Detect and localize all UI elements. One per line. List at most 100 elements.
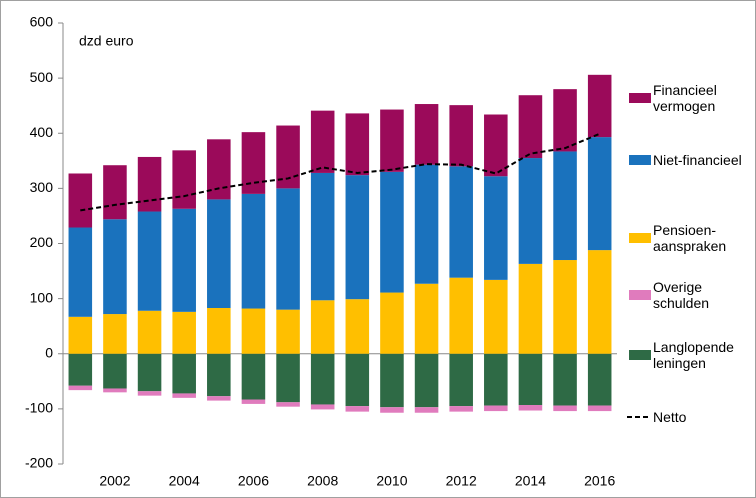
bar-segment [414,283,439,354]
bar-segment [587,405,612,412]
x-tick-label: 2012 [446,473,477,489]
bar-segment [310,404,335,410]
bar-segment [276,125,300,189]
bar-segment [241,308,266,354]
bar-segment [172,353,196,394]
legend-label: Financieel vermogen [653,82,717,114]
bar-segment [68,316,93,354]
x-tick-label: 2010 [376,473,407,489]
bar-segment [137,353,162,392]
legend-swatch [629,155,651,165]
bar-segment [380,109,404,172]
bar-segment [484,353,508,406]
y-tick-label: 500 [30,69,54,85]
bar-segment [172,311,196,354]
bar-segment [345,113,370,176]
legend-swatch [629,93,651,103]
bar-segment [518,95,543,159]
bar-segment [137,211,162,311]
bar-segment [380,353,404,408]
bar-segment [207,139,231,200]
bar-segment [587,74,612,138]
bar-segment [345,299,370,354]
y-tick-label: 400 [30,124,54,140]
bar-segment [380,292,404,354]
bar-segment [137,310,162,354]
y-tick-label: 300 [30,179,54,195]
bar-segment [449,353,473,407]
bar-segment [449,105,473,167]
bar-segment [414,407,439,413]
bar-segment [518,158,543,264]
bar-segment [310,172,335,301]
bar-segment [172,150,196,209]
bar-segment [241,353,266,400]
x-tick-label: 2016 [584,473,615,489]
legend-swatch [629,350,651,360]
bar-segment [345,353,370,407]
legend-label: Netto [653,409,687,425]
y-tick-label: 0 [45,344,53,360]
bar-segment [207,307,231,354]
bar-segment [241,399,266,404]
bar-segment [68,353,93,386]
x-tick-label: 2004 [169,473,200,489]
bar-segment [587,353,612,406]
bar-segment [137,156,162,212]
bar-segment [553,151,577,261]
bar-segment [484,176,508,280]
bar-segment [449,166,473,278]
bar-segment [380,171,404,293]
bar-segment [553,260,577,354]
y-tick-label: 100 [30,289,54,305]
x-tick-label: 2006 [238,473,269,489]
bar-segment [103,353,127,389]
bar-segment [241,193,266,309]
bar-segment [484,405,508,412]
bar-segment [68,385,93,391]
bar-segment [103,314,127,354]
bar-segment [449,406,473,412]
bar-segment [276,188,300,310]
x-tick-label: 2008 [307,473,338,489]
legend-swatch [629,233,651,243]
bar-segment [587,137,612,251]
bar-segment [276,309,300,354]
legend-label: Niet-financieel [653,152,742,168]
bar-segment [103,219,127,315]
x-tick-label: 2002 [99,473,130,489]
bar-segment [518,405,543,411]
bar-segment [310,110,335,173]
bar-segment [484,279,508,354]
bar-segment [449,277,473,354]
bar-segment [172,208,196,312]
line [80,132,601,212]
x-tick-label: 2014 [515,473,546,489]
bar-segment [310,353,335,405]
bar-segment [276,402,300,407]
bar-segment [103,388,127,393]
legend-label: Langlopende leningen [653,339,734,371]
bar-segment [207,199,231,308]
bar-segment [68,227,93,317]
bar-segment [345,406,370,412]
bar-segment [518,263,543,354]
legend-label: Overige schulden [653,279,710,311]
bar-segment [587,250,612,354]
bar-segment [553,89,577,152]
annotation: dzd euro [79,33,134,49]
bar-segment [414,104,439,165]
bar-segment [241,132,266,194]
bar-segment [68,173,93,228]
y-tick-label: -200 [25,455,53,471]
bar-segment [207,353,231,397]
legend-swatch [629,290,651,300]
y-tick-label: -100 [25,400,53,416]
bar-segment [310,300,335,354]
bar-segment [207,396,231,401]
bar-segment [414,164,439,284]
bar-segment [276,353,300,403]
bar-segment [103,165,127,220]
